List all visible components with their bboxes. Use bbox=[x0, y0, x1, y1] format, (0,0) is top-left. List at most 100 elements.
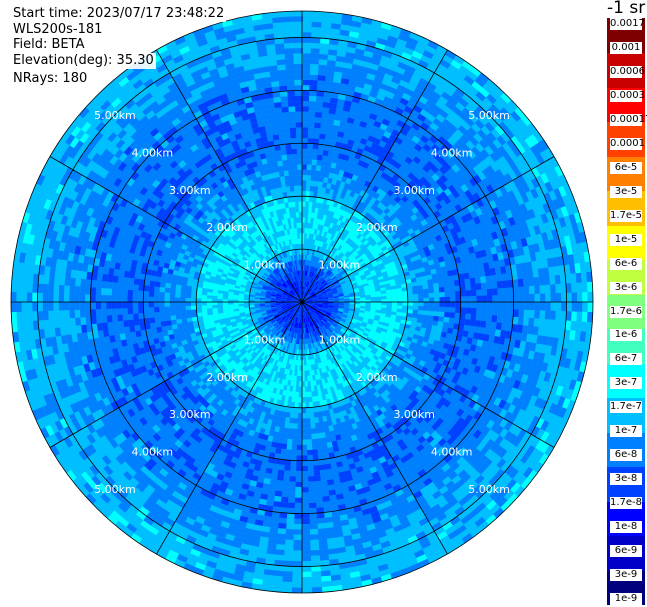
ppi-cell bbox=[313, 347, 317, 354]
ppi-cell bbox=[401, 290, 408, 296]
ppi-cell bbox=[345, 346, 352, 352]
ppi-cell bbox=[391, 305, 398, 310]
ppi-cell bbox=[264, 230, 270, 237]
ppi-cell bbox=[288, 223, 292, 230]
ppi-cell bbox=[217, 267, 224, 274]
ppi-cell bbox=[338, 278, 345, 283]
ppi-cell bbox=[260, 388, 267, 396]
ppi-cell bbox=[313, 191, 318, 198]
ppi-cell bbox=[299, 312, 301, 318]
ppi-cell bbox=[340, 343, 347, 350]
ppi-cell bbox=[344, 230, 350, 237]
ppi-cell bbox=[292, 159, 298, 165]
ppi-cell bbox=[240, 282, 247, 286]
ppi-cell bbox=[185, 289, 192, 295]
ppi-cell bbox=[226, 324, 233, 330]
ppi-cell bbox=[264, 236, 270, 243]
ppi-cell bbox=[288, 417, 294, 424]
ppi-cell bbox=[352, 329, 359, 334]
ppi-cell bbox=[393, 227, 401, 234]
ppi-cell bbox=[246, 318, 253, 322]
ppi-cell bbox=[286, 191, 292, 198]
ppi-cell bbox=[275, 283, 281, 288]
ppi-cell bbox=[342, 334, 348, 340]
ppi-cell bbox=[227, 365, 234, 372]
ppi-cell bbox=[237, 336, 244, 342]
ppi-cell bbox=[360, 222, 367, 230]
ppi-cell bbox=[337, 275, 343, 280]
ppi-cell bbox=[349, 255, 355, 262]
ppi-cell bbox=[285, 312, 291, 317]
ppi-cell bbox=[260, 308, 266, 311]
ppi-cell bbox=[335, 317, 341, 321]
ppi-cell bbox=[205, 354, 213, 361]
ppi-cell bbox=[364, 348, 371, 355]
ppi-cell bbox=[310, 292, 315, 296]
ppi-cell bbox=[309, 412, 315, 419]
ppi-cell bbox=[248, 376, 255, 383]
ppi-cell bbox=[308, 327, 311, 333]
ppi-cell bbox=[235, 266, 242, 272]
ppi-cell bbox=[309, 290, 314, 295]
ppi-cell bbox=[338, 382, 344, 390]
ppi-cell bbox=[270, 303, 276, 306]
ppi-cell bbox=[245, 314, 252, 319]
ppi-cell bbox=[197, 319, 204, 325]
ppi-cell bbox=[265, 385, 272, 392]
ppi-cell bbox=[228, 306, 234, 310]
ppi-cell bbox=[375, 293, 382, 298]
ppi-cell bbox=[374, 360, 382, 367]
ppi-cell bbox=[310, 307, 316, 312]
ppi-cell bbox=[221, 272, 228, 278]
ppi-cell bbox=[332, 321, 338, 326]
ppi-cell bbox=[311, 305, 317, 309]
ppi-cell bbox=[257, 282, 264, 287]
ppi-cell bbox=[310, 428, 316, 434]
ppi-cell bbox=[222, 341, 229, 347]
ppi-cell bbox=[305, 317, 308, 323]
ppi-cell bbox=[345, 339, 351, 345]
ppi-cell bbox=[350, 321, 356, 326]
ppi-cell bbox=[428, 288, 434, 294]
ppi-cell bbox=[410, 277, 417, 284]
ppi-cell bbox=[347, 272, 354, 278]
ppi-cell bbox=[203, 351, 211, 358]
ppi-cell bbox=[201, 311, 208, 316]
ppi-cell bbox=[370, 203, 378, 211]
ppi-cell bbox=[283, 341, 288, 347]
ppi-cell bbox=[274, 285, 280, 289]
ppi-cell bbox=[246, 368, 253, 375]
ppi-cell bbox=[282, 308, 288, 312]
ppi-cell bbox=[222, 298, 228, 302]
ppi-cell bbox=[312, 285, 317, 291]
ppi-cell bbox=[276, 349, 281, 356]
ppi-cell bbox=[292, 289, 296, 294]
ppi-cell bbox=[323, 267, 329, 273]
ppi-cell bbox=[381, 376, 389, 384]
ppi-cell bbox=[340, 357, 346, 364]
ppi-cell bbox=[286, 262, 290, 268]
ppi-cell bbox=[231, 243, 238, 250]
ppi-cell bbox=[212, 286, 219, 291]
ppi-cell bbox=[243, 295, 250, 299]
ppi-cell bbox=[299, 354, 302, 361]
ppi-cell bbox=[329, 222, 335, 229]
ppi-cell bbox=[302, 243, 305, 250]
ppi-cell bbox=[243, 238, 250, 245]
ppi-cell bbox=[308, 407, 314, 413]
ppi-cell bbox=[328, 375, 334, 382]
ppi-cell bbox=[314, 289, 320, 294]
ppi-cell bbox=[209, 370, 217, 377]
ppi-cell bbox=[315, 274, 319, 280]
ppi-cell bbox=[349, 296, 355, 299]
ppi-cell bbox=[314, 318, 319, 324]
ppi-cell bbox=[321, 236, 326, 243]
ppi-cell bbox=[341, 375, 347, 382]
ppi-cell bbox=[203, 246, 211, 253]
ppi-cell bbox=[286, 300, 292, 302]
ppi-cell bbox=[212, 295, 218, 300]
ppi-cell bbox=[244, 244, 251, 251]
ppi-cell bbox=[259, 295, 266, 299]
ppi-cell bbox=[309, 266, 313, 272]
ppi-cell bbox=[364, 249, 371, 256]
